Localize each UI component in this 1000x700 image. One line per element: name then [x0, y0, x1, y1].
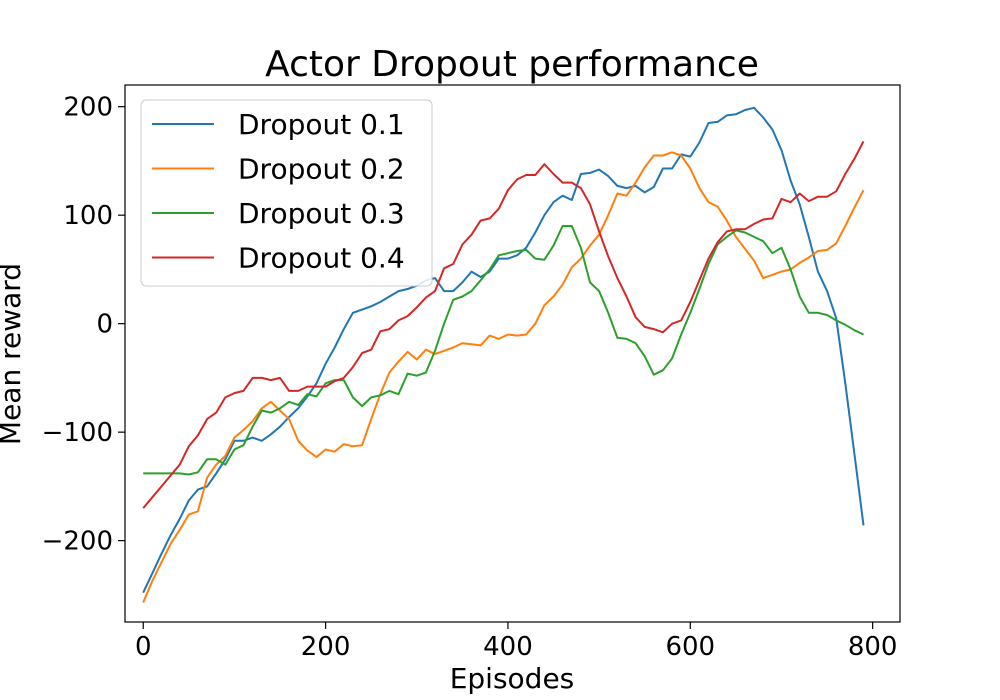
- y-tick-label: −100: [42, 418, 113, 448]
- series-line-dropout-3: [143, 225, 864, 476]
- legend-label: Dropout 0.1: [238, 108, 405, 141]
- y-axis: −200 −100 0 100 200: [42, 93, 125, 557]
- x-tick-label: 600: [665, 632, 715, 662]
- series-line-dropout-2: [142, 151, 865, 603]
- legend-label: Dropout 0.3: [238, 197, 405, 230]
- x-tick-label: 400: [483, 632, 533, 662]
- x-tick-label: 0: [135, 632, 152, 662]
- axes-frame: [124, 84, 901, 623]
- series-line-dropout-4: [142, 140, 865, 509]
- y-tick-label: −200: [42, 527, 113, 557]
- y-axis-label: Mean reward: [0, 263, 27, 445]
- x-tick-label: 800: [848, 632, 898, 662]
- y-tick-label: 0: [96, 310, 113, 340]
- plot-lines: [142, 106, 865, 603]
- legend-box: [140, 99, 433, 287]
- legend-label: Dropout 0.2: [238, 153, 405, 186]
- plot-border: [124, 84, 901, 623]
- x-axis: 0 200 400 600 800: [135, 622, 898, 662]
- y-tick-label: 200: [63, 93, 113, 123]
- legend: Dropout 0.1 Dropout 0.2 Dropout 0.3 Dropout…: [140, 99, 433, 287]
- legend-label: Dropout 0.4: [238, 242, 405, 275]
- chart-title: Actor Dropout performance: [265, 44, 759, 85]
- x-axis-label: Episodes: [450, 662, 575, 695]
- x-tick-label: 200: [301, 632, 351, 662]
- y-tick-label: 100: [63, 201, 113, 231]
- series-line-dropout-1: [142, 106, 865, 594]
